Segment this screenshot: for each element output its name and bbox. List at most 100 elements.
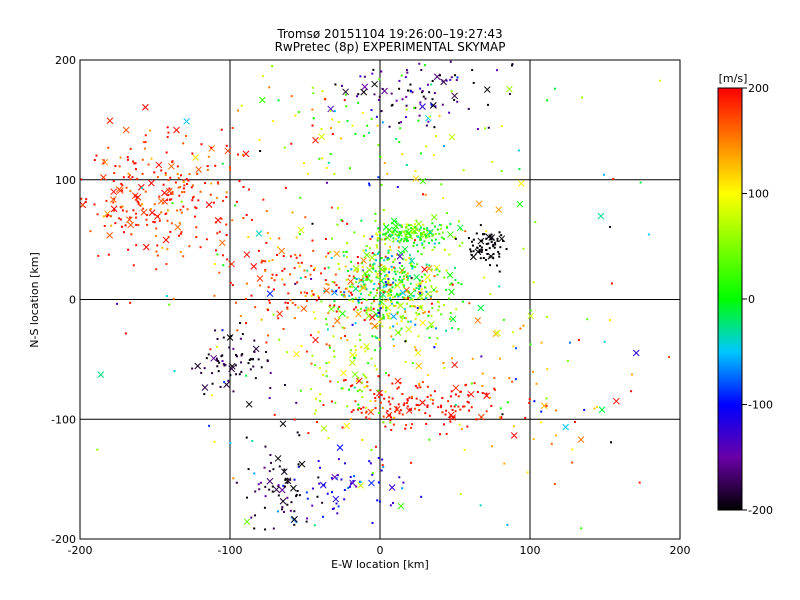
data-point (390, 335, 393, 338)
data-point (324, 98, 327, 101)
data-point (458, 423, 461, 426)
data-point (283, 283, 286, 286)
data-point (415, 287, 418, 290)
data-point (311, 86, 314, 89)
data-point (418, 287, 421, 290)
data-point (344, 378, 347, 381)
data-point (658, 79, 661, 82)
data-point (394, 410, 397, 413)
data-point (512, 331, 515, 334)
data-point (283, 267, 286, 270)
data-point (511, 380, 514, 383)
data-point-x (492, 330, 500, 338)
data-point (366, 348, 369, 351)
data-point (338, 310, 341, 313)
data-point (468, 302, 471, 305)
data-point (294, 303, 297, 306)
data-point (227, 379, 230, 382)
data-point (325, 323, 328, 326)
data-point (315, 421, 318, 424)
data-point (419, 285, 422, 288)
data-point (402, 404, 405, 407)
data-point (178, 194, 181, 197)
data-point (399, 127, 402, 130)
data-point (144, 141, 147, 144)
data-point (330, 477, 333, 480)
data-point (293, 317, 296, 320)
data-point (365, 275, 368, 278)
data-point (553, 483, 556, 486)
data-point (107, 214, 110, 217)
data-point (346, 339, 349, 342)
data-point (401, 278, 404, 281)
data-point (387, 279, 390, 282)
data-point (528, 401, 531, 404)
data-point (331, 237, 334, 240)
data-point (390, 268, 393, 271)
data-point (387, 317, 390, 320)
data-point (276, 254, 279, 257)
data-point (374, 396, 377, 399)
data-point (293, 510, 296, 513)
data-point (343, 295, 346, 298)
data-point (112, 180, 115, 183)
data-point-x (126, 216, 133, 224)
data-point (388, 268, 391, 271)
data-point (413, 106, 416, 109)
data-point (106, 215, 109, 218)
data-point (306, 497, 309, 500)
data-point (296, 281, 299, 284)
data-point (365, 299, 368, 302)
data-point (404, 76, 407, 79)
data-point (493, 246, 496, 249)
data-point (155, 268, 158, 271)
data-point (454, 278, 457, 281)
data-point (399, 280, 402, 283)
data-point (170, 198, 173, 201)
data-point (391, 296, 394, 299)
data-point (337, 121, 340, 124)
data-point (257, 358, 260, 361)
data-point (418, 290, 421, 293)
data-point (389, 403, 392, 406)
data-point (457, 405, 460, 408)
data-point (273, 413, 276, 416)
data-point-x (110, 205, 118, 213)
data-point (498, 270, 501, 273)
data-point (365, 410, 368, 413)
data-point (610, 441, 613, 444)
data-point (388, 294, 391, 297)
data-point (442, 197, 445, 200)
data-point (216, 337, 219, 340)
data-point-x (366, 266, 373, 274)
data-point (120, 182, 123, 185)
data-point (307, 432, 310, 435)
data-point (374, 407, 377, 410)
data-point-x (266, 477, 274, 485)
data-point-x (106, 232, 114, 239)
data-point (321, 501, 324, 504)
data-point (430, 326, 433, 329)
data-point (522, 324, 525, 327)
data-point (182, 180, 185, 183)
data-point (386, 410, 389, 413)
data-point (418, 313, 421, 316)
data-point (327, 437, 330, 440)
data-point (247, 468, 250, 471)
data-point-x (483, 86, 491, 93)
data-point (349, 476, 352, 479)
data-point (415, 219, 418, 222)
data-point (164, 172, 167, 175)
data-point (394, 273, 397, 276)
data-point (414, 223, 417, 226)
data-point (497, 250, 500, 253)
data-point (434, 232, 437, 235)
data-point (366, 278, 369, 281)
data-point (419, 234, 422, 237)
data-point (214, 263, 217, 266)
data-point (382, 305, 385, 308)
data-point (426, 395, 429, 398)
data-point (188, 245, 191, 248)
data-point (374, 259, 377, 262)
data-point (225, 223, 228, 226)
